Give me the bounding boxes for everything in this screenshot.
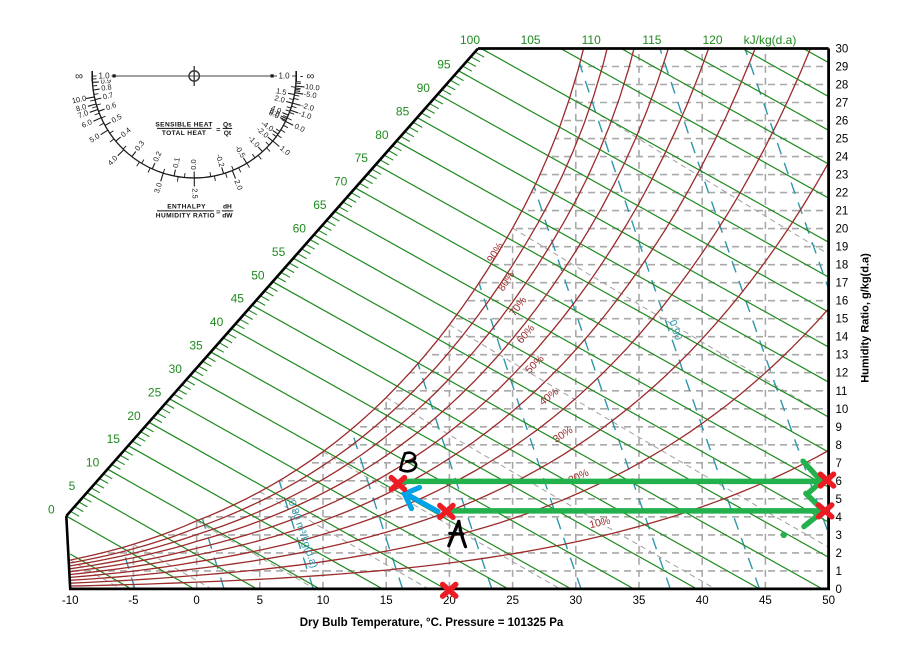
svg-text:Dry Bulb Temperature, °C. Pres: Dry Bulb Temperature, °C. Pressure = 101… <box>300 617 564 629</box>
svg-text:28: 28 <box>836 80 849 92</box>
svg-text:ENTHALPY: ENTHALPY <box>167 204 206 211</box>
svg-text:18: 18 <box>836 260 849 272</box>
svg-text:10: 10 <box>317 595 330 607</box>
svg-text:15: 15 <box>107 432 121 446</box>
svg-text:1.5: 1.5 <box>275 86 287 97</box>
svg-text:30: 30 <box>569 595 582 607</box>
svg-text:40: 40 <box>696 595 709 607</box>
svg-text:13: 13 <box>836 350 849 362</box>
svg-text:70: 70 <box>334 175 348 189</box>
svg-text:6: 6 <box>836 476 842 488</box>
svg-text:80: 80 <box>375 128 389 142</box>
svg-text:15: 15 <box>380 595 393 607</box>
svg-text:30: 30 <box>169 362 183 376</box>
svg-text:0: 0 <box>836 584 842 596</box>
svg-text:26: 26 <box>836 116 849 128</box>
svg-text:115: 115 <box>642 33 661 47</box>
svg-text:50: 50 <box>251 268 265 282</box>
svg-text:45: 45 <box>759 595 772 607</box>
svg-text:10: 10 <box>836 404 849 416</box>
svg-text:25: 25 <box>148 385 162 399</box>
svg-text:100: 100 <box>460 33 480 47</box>
svg-text:14: 14 <box>836 332 849 344</box>
svg-text:5: 5 <box>69 479 76 493</box>
svg-text:Qs: Qs <box>223 121 232 128</box>
svg-text:1.0: 1.0 <box>278 72 290 81</box>
svg-text:30: 30 <box>836 44 849 56</box>
svg-text:-5: -5 <box>128 595 138 607</box>
svg-text:3: 3 <box>836 530 842 542</box>
svg-text:- ∞: - ∞ <box>300 71 315 83</box>
svg-text:0: 0 <box>48 503 55 517</box>
svg-text:120: 120 <box>702 33 722 47</box>
svg-text:95: 95 <box>437 58 451 72</box>
svg-text:22: 22 <box>836 188 849 200</box>
svg-text:=: = <box>216 125 221 134</box>
svg-text:24: 24 <box>836 152 849 164</box>
svg-text:=: = <box>216 208 221 217</box>
svg-text:4: 4 <box>836 512 843 524</box>
svg-text:60: 60 <box>293 222 307 236</box>
svg-text:35: 35 <box>189 339 203 353</box>
svg-text:65: 65 <box>313 198 327 212</box>
svg-text:9: 9 <box>836 422 842 434</box>
svg-text:21: 21 <box>836 206 849 218</box>
svg-text:90: 90 <box>417 81 431 95</box>
svg-text:5: 5 <box>257 595 263 607</box>
svg-text:45: 45 <box>231 292 245 306</box>
svg-text:2.5: 2.5 <box>190 188 199 198</box>
svg-text:0.0: 0.0 <box>189 159 198 169</box>
svg-text:SENSIBLE HEAT: SENSIBLE HEAT <box>155 121 212 128</box>
svg-text:20: 20 <box>836 224 849 236</box>
svg-text:105: 105 <box>521 33 541 47</box>
svg-text:25: 25 <box>506 595 519 607</box>
svg-text:∞: ∞ <box>75 71 83 83</box>
svg-text:12: 12 <box>836 368 849 380</box>
svg-text:23: 23 <box>836 170 849 182</box>
svg-text:11: 11 <box>836 386 848 398</box>
svg-text:TOTAL HEAT: TOTAL HEAT <box>162 130 207 137</box>
svg-text:10: 10 <box>86 456 100 470</box>
svg-text:15: 15 <box>836 314 849 326</box>
svg-text:8: 8 <box>836 440 842 452</box>
svg-text:50: 50 <box>822 595 835 607</box>
svg-text:dW: dW <box>222 213 233 220</box>
svg-text:1: 1 <box>836 566 842 578</box>
svg-text:110: 110 <box>582 33 601 47</box>
svg-text:kJ/kg(d.a): kJ/kg(d.a) <box>744 33 797 47</box>
svg-text:0: 0 <box>193 595 199 607</box>
svg-text:1.0: 1.0 <box>98 72 110 81</box>
svg-text:75: 75 <box>355 151 369 165</box>
svg-text:5: 5 <box>836 494 842 506</box>
svg-text:40: 40 <box>210 315 224 329</box>
svg-text:16: 16 <box>836 296 849 308</box>
svg-text:Humidity Ratio, g/kg(d.a): Humidity Ratio, g/kg(d.a) <box>860 253 872 383</box>
svg-text:Qt: Qt <box>224 130 232 137</box>
svg-text:25: 25 <box>836 134 849 146</box>
svg-text:55: 55 <box>272 245 286 259</box>
svg-text:-10: -10 <box>62 595 79 607</box>
svg-text:27: 27 <box>836 98 849 110</box>
svg-text:7: 7 <box>836 458 842 470</box>
svg-text:19: 19 <box>836 242 849 254</box>
svg-text:20: 20 <box>127 409 141 423</box>
svg-text:2: 2 <box>836 548 842 560</box>
svg-text:dH: dH <box>223 204 232 211</box>
svg-text:35: 35 <box>633 595 646 607</box>
svg-text:17: 17 <box>836 278 849 290</box>
svg-text:HUMIDITY RATIO: HUMIDITY RATIO <box>156 213 215 220</box>
svg-text:29: 29 <box>836 62 849 74</box>
svg-text:85: 85 <box>396 104 410 118</box>
